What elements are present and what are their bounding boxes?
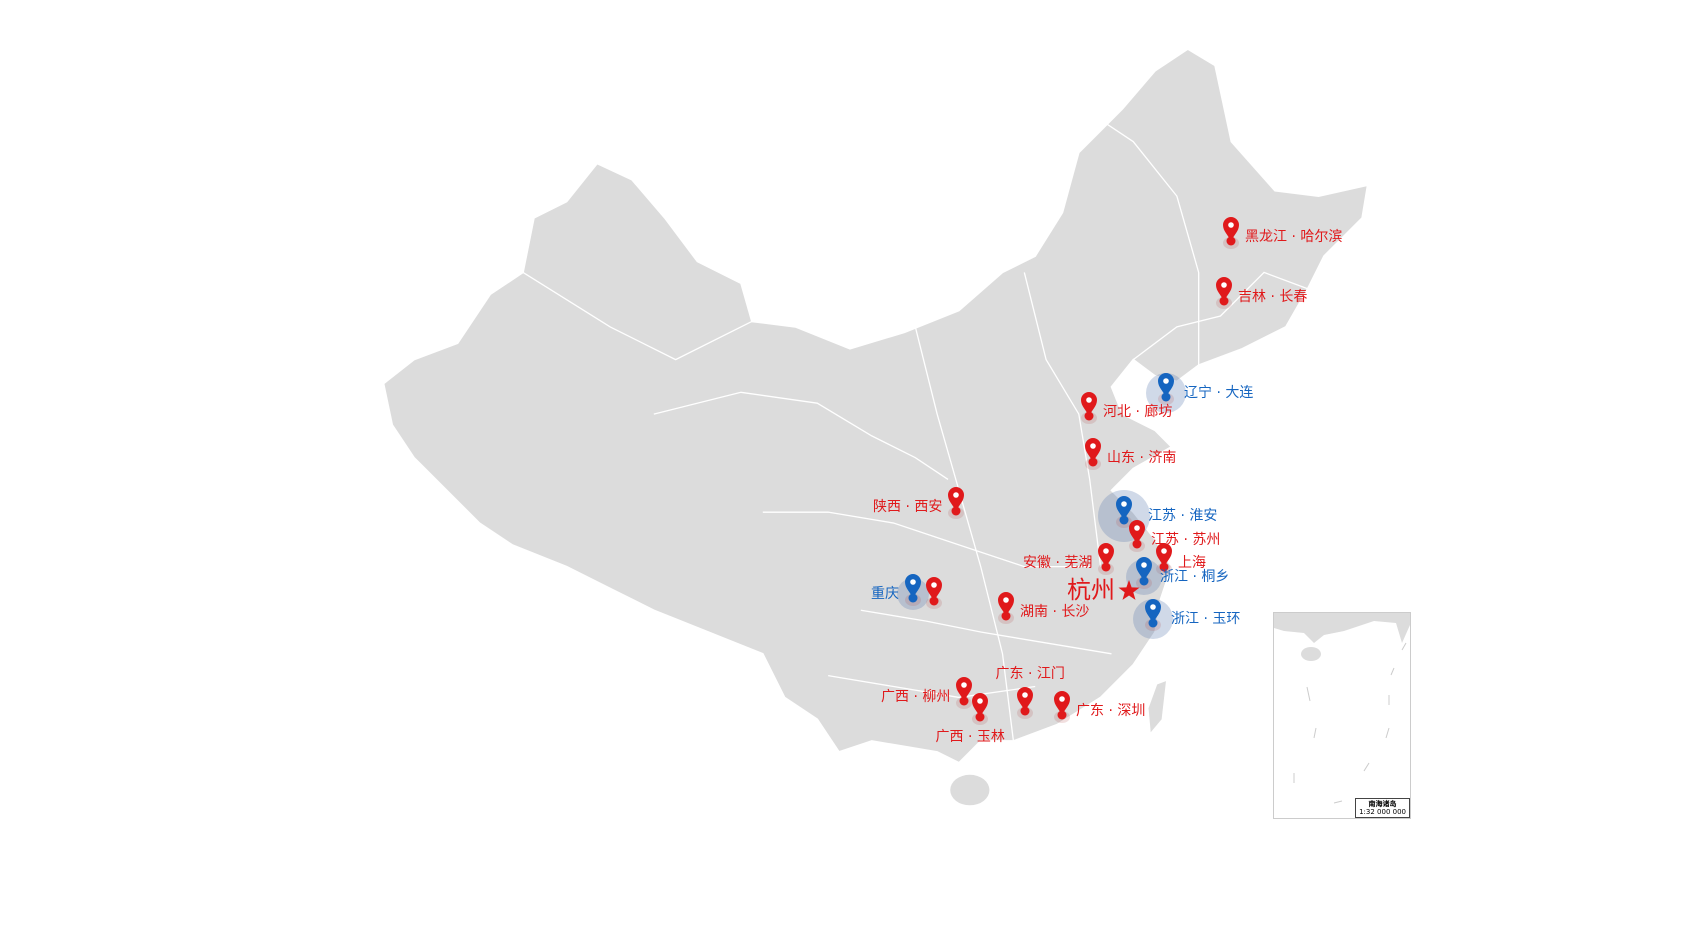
inset-scale: 1:32 000 000 xyxy=(1359,808,1406,816)
marker-label[interactable]: 陕西 · 西安 xyxy=(873,499,943,515)
map-pin-icon[interactable] xyxy=(1136,557,1152,581)
marker-label[interactable]: 山东 · 济南 xyxy=(1107,450,1177,466)
map-pin-icon[interactable] xyxy=(1098,543,1114,567)
pin-base xyxy=(959,696,969,706)
map-pin-icon[interactable] xyxy=(1085,438,1101,462)
marker-label[interactable]: 安徽 · 芜湖 xyxy=(1023,555,1093,571)
pin-base xyxy=(1088,457,1098,467)
pin-dot xyxy=(1022,692,1028,698)
pin-dot xyxy=(977,698,983,704)
pin-base xyxy=(951,506,961,516)
pin-base xyxy=(1001,611,1011,621)
map-pin-icon[interactable] xyxy=(1116,496,1132,520)
marker-label[interactable]: 广西 · 玉林 xyxy=(935,729,1005,745)
china-landmass xyxy=(382,48,1369,764)
taiwan-island xyxy=(1148,681,1166,733)
pin-base xyxy=(908,593,918,603)
map-pin-icon[interactable] xyxy=(998,592,1014,616)
pin-dot xyxy=(953,492,959,498)
pin-dot xyxy=(1141,562,1147,568)
map-pin-icon[interactable] xyxy=(972,693,988,717)
marker-label[interactable]: 浙江 · 玉环 xyxy=(1171,611,1241,627)
map-pin-icon[interactable] xyxy=(1223,217,1239,241)
map-pin-icon[interactable] xyxy=(926,577,942,601)
headquarters-label[interactable]: 杭州 xyxy=(1067,576,1115,604)
map-pin-icon[interactable] xyxy=(905,574,921,598)
map-pin-icon[interactable] xyxy=(948,487,964,511)
inset-map xyxy=(1274,613,1410,804)
pin-base xyxy=(1159,562,1169,572)
pin-base xyxy=(1148,618,1158,628)
pin-dot xyxy=(1121,501,1127,507)
pin-dot xyxy=(1103,548,1109,554)
pin-dot xyxy=(1086,397,1092,403)
pin-base xyxy=(1219,296,1229,306)
pin-base xyxy=(1132,539,1142,549)
pin-base xyxy=(1020,706,1030,716)
pin-dot xyxy=(1161,548,1167,554)
map-pin-icon[interactable] xyxy=(1216,277,1232,301)
map-pin-icon[interactable] xyxy=(1129,520,1145,544)
star-icon[interactable] xyxy=(1118,580,1140,600)
map-pin-icon[interactable] xyxy=(1054,691,1070,715)
map-pin-icon[interactable] xyxy=(1158,373,1174,397)
pin-base xyxy=(1119,515,1129,525)
marker-label[interactable]: 河北 · 廊坊 xyxy=(1103,404,1173,420)
marker-label[interactable]: 吉林 · 长春 xyxy=(1238,289,1308,305)
south-china-sea-inset: 南海诸岛 1:32 000 000 xyxy=(1273,612,1411,819)
pin-base xyxy=(1101,562,1111,572)
map-pin-icon[interactable] xyxy=(1145,599,1161,623)
marker-label[interactable]: 广东 · 深圳 xyxy=(1076,703,1146,719)
pin-dot xyxy=(1221,282,1227,288)
marker-label[interactable]: 重庆 xyxy=(871,586,899,602)
pin-dot xyxy=(1134,525,1140,531)
marker-label[interactable]: 江苏 · 淮安 xyxy=(1148,508,1218,524)
pin-dot xyxy=(1150,604,1156,610)
marker-label[interactable]: 浙江 · 桐乡 xyxy=(1160,569,1230,585)
pin-dot xyxy=(1090,443,1096,449)
marker-label[interactable]: 广东 · 江门 xyxy=(995,666,1065,682)
pin-dot xyxy=(961,682,967,688)
marker-label[interactable]: 广西 · 柳州 xyxy=(881,689,951,705)
pin-dot xyxy=(910,579,916,585)
hainan-island xyxy=(950,774,990,806)
pin-dot xyxy=(1228,222,1234,228)
marker-label[interactable]: 黑龙江 · 哈尔滨 xyxy=(1245,229,1343,245)
pin-base xyxy=(1139,576,1149,586)
pin-dot xyxy=(931,582,937,588)
marker-label[interactable]: 上海 xyxy=(1178,555,1206,571)
pin-dot xyxy=(1163,378,1169,384)
marker-label[interactable]: 辽宁 · 大连 xyxy=(1184,385,1254,401)
pin-dot xyxy=(1003,597,1009,603)
marker-label[interactable]: 湖南 · 长沙 xyxy=(1020,604,1090,620)
map-pin-icon[interactable] xyxy=(1017,687,1033,711)
inset-title: 南海诸岛 xyxy=(1368,800,1397,808)
inset-legend: 南海诸岛 1:32 000 000 xyxy=(1355,798,1410,818)
pin-dot xyxy=(1059,696,1065,702)
marker-label[interactable]: 江苏 · 苏州 xyxy=(1151,532,1221,548)
pin-base xyxy=(1057,710,1067,720)
map-pin-icon[interactable] xyxy=(1081,392,1097,416)
map-pin-icon[interactable] xyxy=(956,677,972,701)
map-pin-icon[interactable] xyxy=(1156,543,1172,567)
pin-base xyxy=(1226,236,1236,246)
pin-base xyxy=(929,596,939,606)
province-borders xyxy=(522,97,1308,742)
pin-base xyxy=(975,712,985,722)
pin-base xyxy=(1084,411,1094,421)
pin-base xyxy=(1161,392,1171,402)
